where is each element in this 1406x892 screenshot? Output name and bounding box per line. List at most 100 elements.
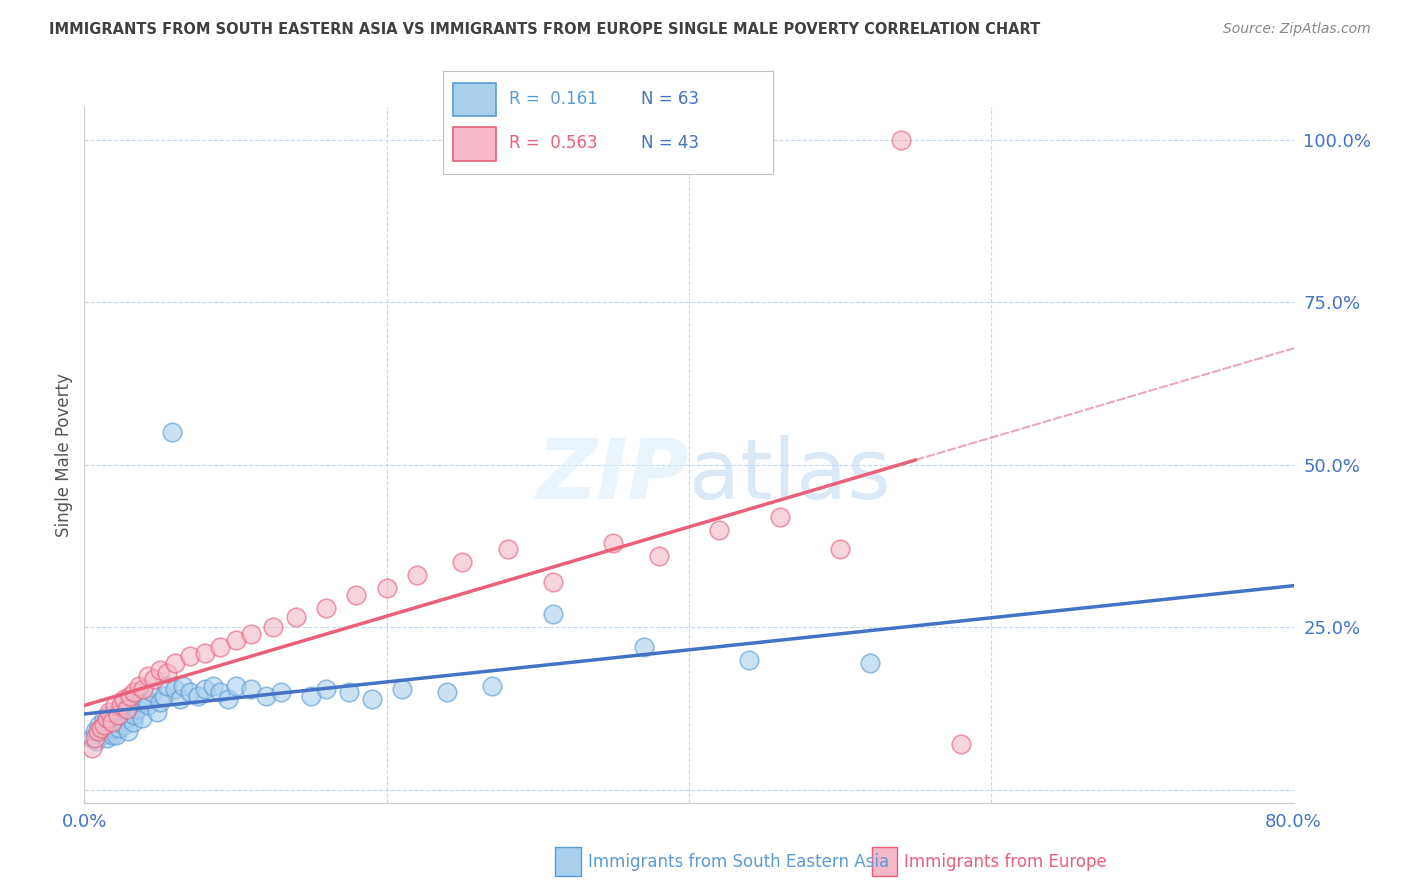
- Point: [299, 689, 322, 703]
- Point: [284, 610, 308, 624]
- Point: [91, 721, 114, 735]
- Text: IMMIGRANTS FROM SOUTH EASTERN ASIA VS IMMIGRANTS FROM EUROPE SINGLE MALE POVERTY: IMMIGRANTS FROM SOUTH EASTERN ASIA VS IM…: [49, 22, 1040, 37]
- Point: [112, 718, 135, 732]
- Point: [142, 672, 165, 686]
- Point: [481, 679, 503, 693]
- Point: [217, 691, 239, 706]
- Point: [149, 695, 172, 709]
- Text: ZIP: ZIP: [536, 435, 689, 516]
- Point: [108, 721, 131, 735]
- Point: [738, 653, 761, 667]
- Point: [451, 555, 474, 569]
- Point: [96, 711, 118, 725]
- Text: R =  0.563: R = 0.563: [509, 134, 598, 153]
- Point: [118, 689, 141, 703]
- Point: [110, 698, 132, 713]
- Point: [647, 549, 671, 563]
- Point: [122, 708, 145, 723]
- Point: [101, 721, 124, 735]
- Point: [98, 724, 121, 739]
- Point: [179, 649, 201, 664]
- Point: [127, 701, 149, 715]
- Point: [93, 711, 115, 725]
- Point: [890, 132, 912, 146]
- Point: [391, 681, 413, 696]
- Point: [225, 633, 247, 648]
- Point: [239, 626, 262, 640]
- Point: [80, 731, 103, 745]
- Point: [114, 701, 136, 715]
- Point: [436, 685, 458, 699]
- Point: [337, 685, 360, 699]
- Point: [117, 724, 139, 739]
- Point: [91, 727, 114, 741]
- Point: [89, 718, 111, 732]
- Point: [90, 721, 112, 735]
- Point: [131, 711, 153, 725]
- Point: [87, 724, 110, 739]
- Point: [163, 656, 186, 670]
- Point: [153, 689, 176, 703]
- Point: [239, 681, 262, 696]
- Point: [262, 620, 284, 634]
- Point: [194, 646, 217, 660]
- Point: [118, 698, 141, 713]
- Point: [111, 708, 134, 723]
- Point: [100, 727, 122, 741]
- Point: [100, 718, 122, 732]
- Point: [496, 542, 519, 557]
- Point: [104, 698, 127, 713]
- Point: [859, 656, 882, 670]
- Point: [172, 679, 194, 693]
- Point: [375, 581, 398, 595]
- Point: [146, 705, 169, 719]
- Point: [201, 679, 224, 693]
- Point: [149, 663, 172, 677]
- Point: [209, 685, 232, 699]
- Point: [134, 691, 156, 706]
- Point: [104, 711, 127, 725]
- Text: N = 43: N = 43: [641, 134, 699, 153]
- Point: [360, 691, 382, 706]
- Point: [209, 640, 232, 654]
- Point: [346, 588, 368, 602]
- Point: [179, 685, 201, 699]
- Point: [100, 714, 122, 729]
- Point: [769, 509, 792, 524]
- Point: [121, 714, 143, 729]
- Point: [254, 689, 277, 703]
- Point: [97, 708, 120, 723]
- Point: [97, 705, 120, 719]
- Text: R =  0.161: R = 0.161: [509, 90, 598, 108]
- Point: [315, 600, 337, 615]
- Point: [225, 679, 247, 693]
- Text: atlas: atlas: [689, 435, 890, 516]
- Point: [136, 698, 159, 713]
- Point: [129, 695, 152, 709]
- Point: [132, 681, 155, 696]
- Point: [709, 523, 731, 537]
- Point: [115, 711, 138, 725]
- Point: [84, 724, 107, 739]
- Text: Source: ZipAtlas.com: Source: ZipAtlas.com: [1223, 22, 1371, 37]
- Point: [163, 681, 186, 696]
- Point: [115, 701, 138, 715]
- Point: [105, 727, 128, 741]
- Point: [86, 734, 108, 748]
- Point: [122, 685, 145, 699]
- Point: [541, 607, 564, 622]
- Point: [315, 681, 337, 696]
- Point: [950, 737, 973, 751]
- Point: [406, 568, 429, 582]
- Point: [270, 685, 292, 699]
- Point: [84, 731, 107, 745]
- FancyBboxPatch shape: [453, 83, 496, 117]
- Point: [94, 714, 117, 729]
- Point: [156, 665, 179, 680]
- Point: [107, 705, 129, 719]
- Point: [160, 425, 183, 439]
- Point: [112, 691, 135, 706]
- Point: [107, 708, 129, 723]
- Point: [80, 740, 103, 755]
- Point: [187, 689, 209, 703]
